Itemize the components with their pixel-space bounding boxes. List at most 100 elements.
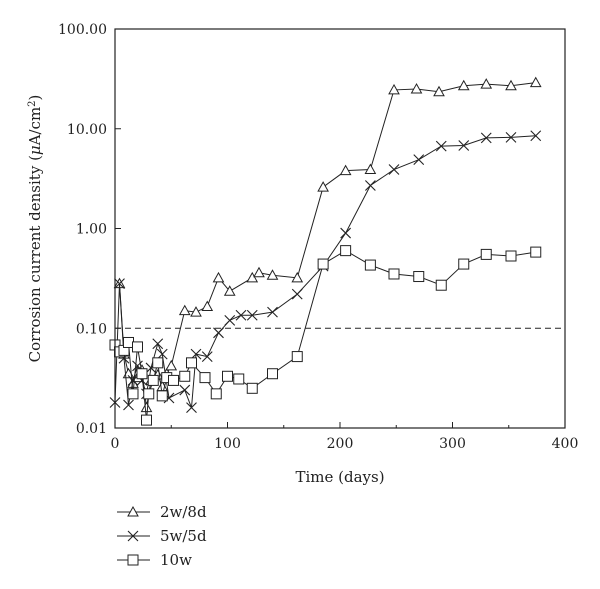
data-point [458, 140, 470, 151]
legend-item: 2w/8d [117, 503, 207, 521]
legend: 2w/8d 5w/5d 10w [117, 503, 207, 569]
data-point [267, 368, 278, 380]
data-point [233, 373, 245, 385]
legend-item: 10w [117, 551, 192, 569]
data-point [530, 130, 542, 142]
data-point [339, 164, 352, 176]
data-point [253, 266, 265, 278]
data-point [317, 181, 329, 192]
y-tick-label: 0.10 [76, 321, 107, 337]
data-point [212, 271, 225, 283]
data-point [235, 309, 247, 321]
data-point [317, 258, 329, 270]
x-tick-label: 400 [552, 436, 579, 452]
data-point [433, 85, 445, 97]
y-axis-label-unit: A/cm [26, 107, 44, 147]
data-point [246, 309, 258, 321]
data-point [222, 370, 233, 382]
data-point [127, 388, 139, 400]
y-tick-label: 1.00 [76, 222, 107, 238]
data-point [147, 374, 159, 386]
data-point [114, 278, 125, 290]
data-point [458, 258, 470, 270]
y-axis-label-greek: μ [26, 145, 44, 155]
y-axis-label-prefix: Corrosion current density ( [26, 155, 44, 362]
data-point [435, 140, 447, 152]
data-point [186, 402, 197, 414]
data-point [186, 357, 197, 369]
data-point [291, 271, 304, 283]
data-point [291, 288, 303, 300]
data-point [505, 131, 517, 143]
data-point [199, 372, 211, 384]
y-axis-label: Corrosion current density (μA/cm2) [26, 95, 44, 363]
data-point [413, 154, 425, 166]
data-point [388, 164, 400, 175]
data-point [505, 79, 517, 91]
data-point [246, 271, 259, 283]
data-point [123, 399, 134, 411]
y-tick-label: 0.01 [76, 421, 107, 437]
data-point [132, 341, 143, 353]
data-point [413, 271, 425, 283]
data-point [480, 78, 493, 89]
data-point [136, 368, 148, 380]
data-point [168, 374, 179, 386]
legend-label: 5w/5d [160, 527, 207, 545]
data-point [457, 79, 470, 91]
data-point [388, 268, 400, 280]
data-point [152, 357, 164, 369]
legend-label: 2w/8d [160, 503, 207, 521]
series-layer [109, 76, 542, 426]
data-point [340, 245, 352, 257]
data-point [364, 259, 376, 271]
data-point [480, 132, 492, 144]
series-triangle [113, 76, 542, 413]
data-point [223, 285, 236, 296]
series-square [109, 245, 542, 426]
y-tick-label: 10.00 [67, 122, 107, 138]
x-tick-label: 100 [214, 436, 241, 452]
data-point [435, 279, 447, 291]
legend-label: 10w [160, 551, 192, 569]
data-point [364, 180, 376, 191]
data-point [267, 306, 278, 318]
data-point [364, 163, 377, 175]
data-point [246, 382, 258, 394]
data-point [266, 269, 279, 280]
legend-marker [127, 505, 139, 517]
y-axis-label-sup: 2 [27, 100, 38, 106]
data-point [156, 390, 168, 402]
data-point [165, 359, 178, 371]
data-point [480, 248, 492, 260]
data-point [152, 338, 164, 350]
x-tick-label: 200 [327, 436, 354, 452]
data-point [213, 327, 224, 339]
data-point [529, 76, 542, 88]
data-point [201, 300, 214, 312]
data-point [141, 414, 152, 426]
data-point [179, 384, 191, 396]
series-line [114, 135, 536, 408]
data-point [179, 370, 191, 382]
data-point [127, 375, 139, 386]
x-tick-label: 0 [111, 436, 120, 452]
series-line [114, 250, 536, 421]
data-point [505, 250, 517, 262]
x-axis-label: Time (days) [295, 468, 384, 486]
legend-marker [127, 530, 139, 542]
data-point [201, 351, 213, 362]
legend-item: 5w/5d [117, 527, 207, 545]
data-point [388, 83, 400, 95]
series-x [109, 130, 542, 414]
data-point [140, 401, 153, 413]
data-point [224, 314, 236, 326]
data-point [291, 351, 303, 363]
data-point [530, 246, 542, 258]
data-point [143, 388, 155, 400]
x-tick-label: 300 [439, 436, 466, 452]
data-point [410, 83, 423, 94]
y-tick-label: 100.00 [58, 22, 107, 38]
ticks-layer: 0 100 200 300 400 0.01 0.10 1.00 10.00 100.00 [58, 22, 578, 452]
